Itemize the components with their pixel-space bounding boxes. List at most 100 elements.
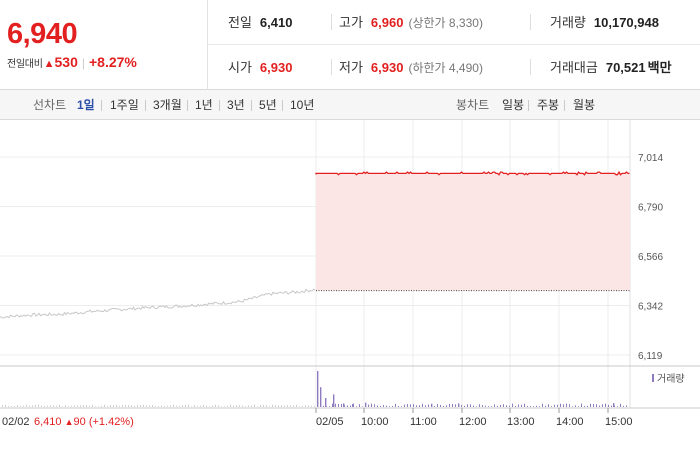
open-label: 시가 — [228, 60, 252, 75]
volume-bar — [545, 405, 546, 407]
volume-bar — [191, 406, 192, 407]
period-bar: 선차트 1일 1주일 3개월 1년 3년 5년 10년 봉차트 일봉 주봉 월봉 — [0, 90, 700, 120]
open-cell: 시가 6,930 — [228, 45, 292, 90]
volume-bar — [386, 405, 387, 407]
price-summary: 6,940 전일대비▲530 | +8.27% 전일 6,410 고가 6,960 (상한… — [0, 0, 700, 90]
volume-bar — [407, 404, 408, 407]
volume-bar — [317, 371, 319, 407]
volume-bar — [431, 403, 433, 407]
period-10year[interactable]: 10년 — [290, 98, 315, 112]
volume-bar — [623, 405, 624, 407]
candle-monthly[interactable]: 월봉 — [573, 98, 596, 112]
period-1week[interactable]: 1주일 — [110, 98, 139, 112]
change-percent: +8.27% — [88, 54, 137, 70]
volume-bar — [536, 405, 537, 407]
period-divider — [219, 100, 220, 111]
volume-bar — [356, 406, 357, 407]
volume-bar — [35, 404, 36, 407]
volume-bar — [74, 405, 75, 407]
volume-bar — [206, 405, 207, 407]
volume-bar — [140, 404, 141, 407]
volume-bar — [215, 404, 216, 407]
volume-bar — [551, 406, 552, 407]
candle-weekly[interactable]: 주봉 — [537, 98, 560, 112]
period-1year[interactable]: 1년 — [195, 98, 213, 112]
today-price-line — [315, 170, 630, 176]
volume-bar — [290, 405, 291, 407]
volume-bar — [257, 406, 258, 407]
y-tick-label: 6,790 — [638, 203, 663, 214]
period-divider — [528, 100, 529, 111]
volume-bar — [8, 405, 9, 407]
volume-bar — [5, 404, 6, 407]
volume-bar — [527, 405, 528, 407]
volume-bar — [494, 404, 495, 407]
volume-bar — [452, 404, 453, 407]
volume-bar — [596, 404, 597, 407]
volume-bar — [599, 405, 600, 407]
volume-bar — [296, 404, 297, 407]
volume-bar — [566, 403, 567, 407]
x-tick-label: 12:00 — [459, 416, 487, 428]
volume-bar — [323, 405, 324, 407]
volume-bar — [449, 403, 450, 407]
volume-bar — [578, 406, 579, 407]
volume-bar — [470, 404, 471, 407]
volume-bar — [353, 403, 354, 407]
y-tick-label: 6,119 — [638, 351, 663, 362]
upper-limit: (상한가 8,330) — [408, 16, 483, 30]
period-1day[interactable]: 1일 — [77, 98, 95, 112]
volume-bar — [104, 404, 105, 407]
volume-bar — [62, 406, 63, 407]
volume-bar — [245, 406, 246, 407]
volume-bar — [515, 405, 516, 407]
period-3year[interactable]: 3년 — [227, 98, 245, 112]
volume-bar — [212, 405, 213, 407]
volume-bar — [209, 406, 210, 407]
volume-bar — [188, 404, 189, 407]
volume-bar — [617, 406, 618, 407]
volume-bar — [269, 406, 270, 407]
volume-bar — [413, 404, 414, 407]
period-5year[interactable]: 5년 — [259, 98, 277, 112]
x-tick-label: 15:00 — [605, 416, 633, 428]
volume-bar — [371, 403, 372, 407]
volume-bar — [512, 403, 513, 407]
volume-bar — [113, 405, 114, 407]
period-3month[interactable]: 3개월 — [153, 98, 182, 112]
volume-bar — [38, 404, 39, 407]
volume-bar — [305, 405, 306, 407]
volume-bar — [581, 403, 582, 407]
volume-bar — [350, 405, 351, 407]
volume-bar — [95, 406, 96, 407]
volume-bar — [521, 404, 522, 407]
y-tick-label: 6,566 — [638, 252, 663, 263]
prev-close-value: 6,410 — [259, 15, 293, 30]
current-price-box: 6,940 전일대비▲530 | +8.27% — [0, 0, 208, 90]
prev-day-date: 02/02 — [2, 416, 30, 428]
volume-bar — [149, 405, 150, 407]
volume-bar — [320, 404, 321, 407]
line-chart-label: 선차트 — [33, 98, 67, 112]
volume-bar — [491, 406, 492, 407]
volume-bar — [605, 403, 606, 407]
volume-bar — [23, 405, 24, 407]
volume-bar — [260, 404, 261, 407]
volume-bar — [557, 404, 558, 407]
volume-bar — [362, 406, 363, 407]
candle-daily[interactable]: 일봉 — [502, 98, 525, 112]
volume-bar — [89, 405, 90, 407]
volume-bar — [440, 404, 441, 407]
volume-bar — [329, 406, 330, 407]
volume-bar — [620, 403, 621, 407]
volume-bar — [218, 405, 219, 407]
volume-bar — [146, 405, 147, 407]
high-value: 6,960 — [370, 15, 404, 30]
amount-cell: 거래대금 70,521 백만 — [550, 45, 672, 90]
volume-bar — [560, 403, 561, 407]
volume-bar — [230, 404, 231, 407]
volume-bar — [428, 404, 429, 407]
volume-bar — [77, 405, 78, 407]
volume-legend-label: 거래량 — [657, 373, 685, 385]
volume-bar — [311, 405, 312, 407]
